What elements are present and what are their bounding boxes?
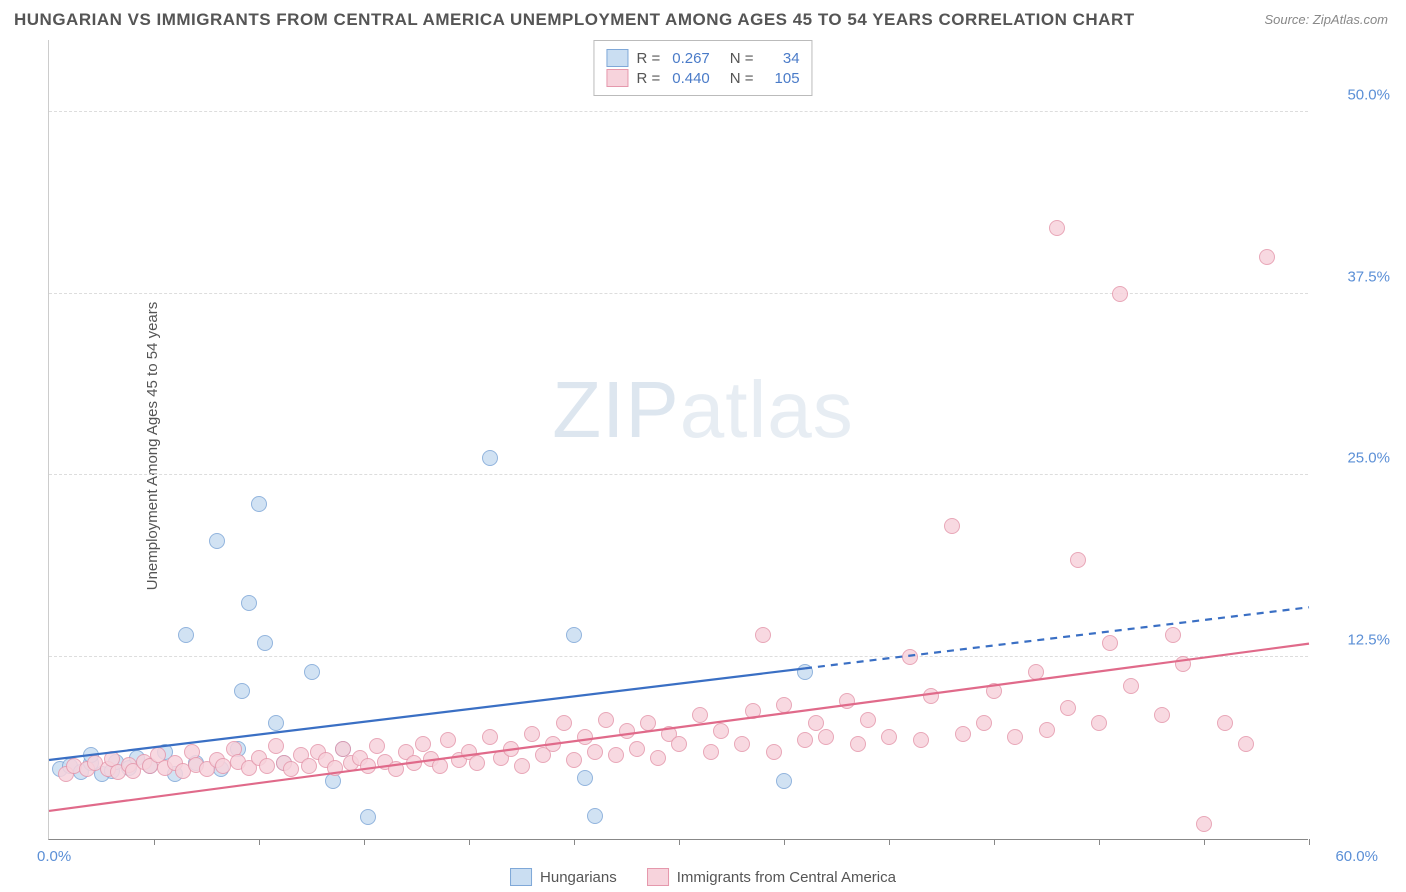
x-origin-label: 0.0% [37,848,71,865]
y-tick-label: 12.5% [1347,632,1390,649]
legend-r-label: R = [636,50,660,67]
y-tick-label: 37.5% [1347,268,1390,285]
x-tick [1309,839,1310,845]
series-legend-item: Immigrants from Central America [647,868,896,886]
legend-swatch [606,69,628,87]
chart-title: HUNGARIAN VS IMMIGRANTS FROM CENTRAL AME… [14,10,1135,30]
legend-row: R = 0.440 N = 105 [606,69,799,87]
source-attribution: Source: ZipAtlas.com [1264,12,1388,27]
series-legend-label: Immigrants from Central America [677,869,896,886]
plot-area: 12.5%25.0%37.5%50.0%0.0%60.0% [48,40,1308,840]
x-tick [784,839,785,845]
legend-r-value: 0.267 [672,50,710,67]
legend-swatch [606,49,628,67]
trend-lines [49,40,1308,839]
correlation-legend: R = 0.267 N = 34 R = 0.440 N = 105 [593,40,812,96]
x-tick [259,839,260,845]
series-legend: Hungarians Immigrants from Central Americ… [510,868,896,886]
x-tick [469,839,470,845]
legend-swatch [510,868,532,886]
x-tick [994,839,995,845]
legend-n-value: 105 [766,70,800,87]
legend-swatch [647,868,669,886]
series-legend-label: Hungarians [540,869,617,886]
y-tick-label: 50.0% [1347,86,1390,103]
x-tick [574,839,575,845]
trend-line [49,668,805,760]
legend-row: R = 0.267 N = 34 [606,49,799,67]
x-max-label: 60.0% [1335,848,1378,865]
series-legend-item: Hungarians [510,868,617,886]
x-tick [679,839,680,845]
x-tick [1204,839,1205,845]
y-tick-label: 25.0% [1347,450,1390,467]
legend-n-label: N = [730,50,754,67]
x-tick [154,839,155,845]
legend-r-label: R = [636,70,660,87]
x-tick [1099,839,1100,845]
x-tick [364,839,365,845]
legend-n-label: N = [730,70,754,87]
trend-line [49,644,1309,811]
trend-line-dashed [805,607,1309,668]
legend-r-value: 0.440 [672,70,710,87]
legend-n-value: 34 [766,50,800,67]
x-tick [889,839,890,845]
